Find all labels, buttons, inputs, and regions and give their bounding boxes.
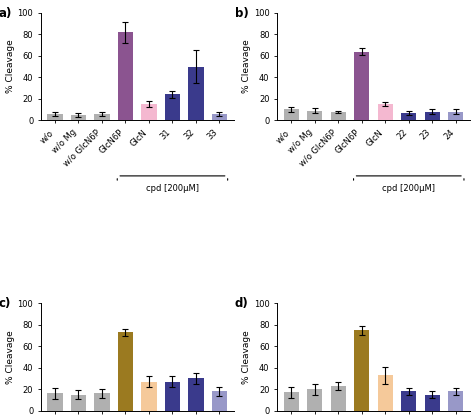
- Text: cpd [200μM]: cpd [200μM]: [382, 184, 435, 194]
- Bar: [401, 113, 416, 120]
- Bar: [425, 395, 440, 411]
- Bar: [331, 111, 346, 120]
- Bar: [378, 375, 393, 411]
- Bar: [141, 382, 156, 411]
- Bar: [448, 111, 464, 120]
- Bar: [378, 104, 393, 120]
- Text: b): b): [235, 7, 248, 20]
- Bar: [165, 382, 180, 411]
- Bar: [94, 393, 109, 411]
- Bar: [354, 52, 369, 120]
- Bar: [71, 115, 86, 120]
- Bar: [307, 111, 322, 120]
- Bar: [71, 395, 86, 411]
- Y-axis label: % Cleavage: % Cleavage: [6, 40, 15, 93]
- Bar: [47, 114, 63, 120]
- Y-axis label: % Cleavage: % Cleavage: [242, 330, 251, 384]
- Text: c): c): [0, 297, 11, 310]
- Bar: [118, 332, 133, 411]
- Bar: [448, 391, 464, 411]
- Bar: [188, 378, 203, 411]
- Bar: [141, 104, 156, 120]
- Bar: [94, 114, 109, 120]
- Text: a): a): [0, 7, 12, 20]
- Bar: [283, 393, 299, 411]
- Bar: [425, 111, 440, 120]
- Bar: [307, 389, 322, 411]
- Text: cpd [200μM]: cpd [200μM]: [146, 184, 199, 194]
- Y-axis label: % Cleavage: % Cleavage: [6, 330, 15, 384]
- Bar: [118, 32, 133, 120]
- Bar: [331, 386, 346, 411]
- Bar: [212, 114, 227, 120]
- Bar: [401, 391, 416, 411]
- Bar: [354, 330, 369, 411]
- Bar: [188, 67, 203, 120]
- Y-axis label: % Cleavage: % Cleavage: [242, 40, 251, 93]
- Text: d): d): [235, 297, 248, 310]
- Bar: [283, 109, 299, 120]
- Bar: [212, 391, 227, 411]
- Bar: [165, 94, 180, 120]
- Bar: [47, 393, 63, 411]
